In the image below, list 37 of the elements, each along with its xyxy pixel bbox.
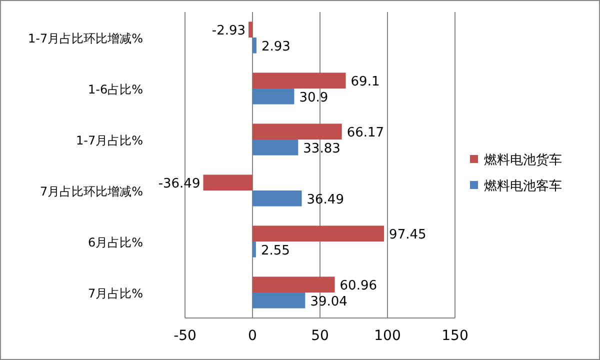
data-label: 69.1: [350, 74, 380, 90]
bar: [252, 140, 298, 156]
data-label: -2.93: [212, 24, 246, 39]
bar: [252, 292, 306, 308]
y-tick-label: 1-6占比%: [88, 82, 143, 96]
bar: [252, 226, 384, 242]
bar: [252, 276, 335, 292]
data-label: 60.96: [340, 278, 378, 294]
bar: [252, 190, 302, 206]
x-tick-label: 150: [442, 328, 468, 344]
bar: [252, 38, 256, 54]
y-tick-label: 7月占比%: [88, 286, 143, 300]
data-label: 2.93: [261, 39, 290, 54]
bar: [252, 124, 342, 140]
data-label: 33.83: [303, 141, 340, 156]
bar: [252, 72, 346, 88]
data-label: 39.04: [310, 294, 348, 310]
data-label: -36.49: [158, 176, 200, 192]
bar: [248, 22, 252, 38]
y-tick-label: 7月占比环比增减%: [40, 184, 143, 198]
y-tick-label: 6月占比%: [88, 236, 143, 250]
data-label: 66.17: [346, 126, 384, 141]
data-label: 36.49: [306, 192, 344, 208]
bar: [252, 88, 294, 104]
legend-label: 燃料电池客车: [484, 178, 562, 194]
y-tick-label: 1-7月占比%: [76, 134, 143, 148]
x-tick-label: 0: [248, 328, 257, 344]
bar: [203, 174, 252, 190]
bar: [252, 242, 256, 258]
x-tick-label: -50: [174, 328, 196, 344]
data-label: 97.45: [389, 228, 426, 243]
data-label: 30.9: [299, 90, 328, 106]
data-label: 2.55: [260, 243, 290, 258]
x-tick-label: 100: [374, 328, 401, 344]
x-tick-label: 50: [311, 328, 329, 344]
y-tick-label: 1-7月占比环比增减%: [28, 32, 143, 46]
legend-label: 燃料电池货车: [484, 153, 562, 168]
